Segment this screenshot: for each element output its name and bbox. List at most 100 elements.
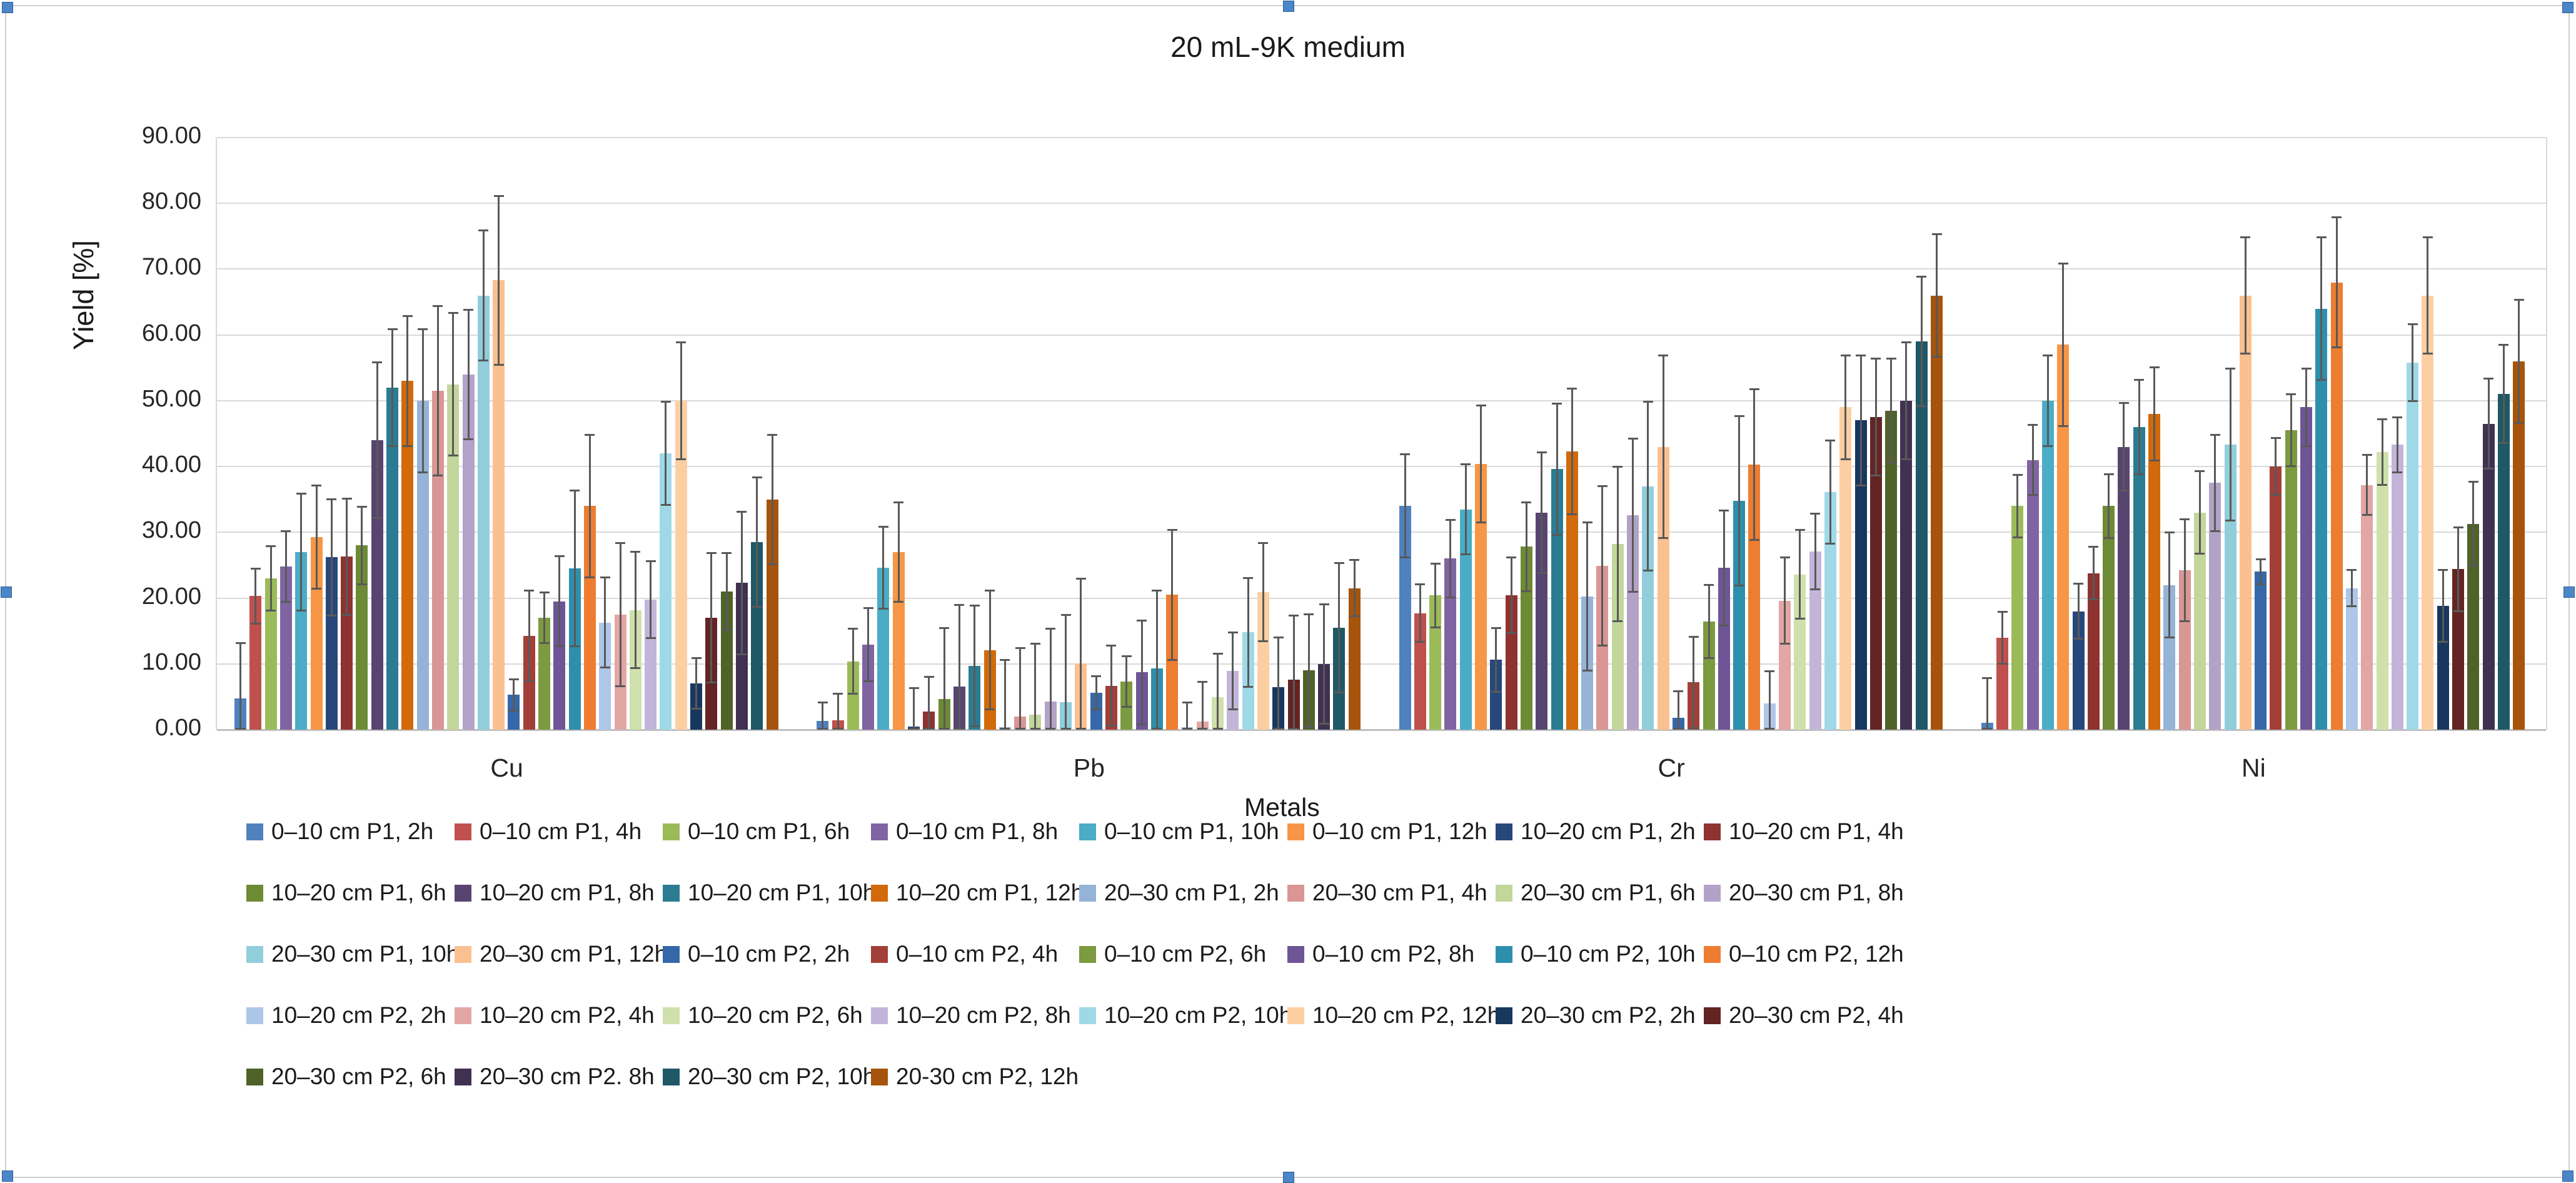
- bar-Cu-s12: [401, 381, 414, 730]
- error-bar: [2118, 401, 2129, 404]
- bar-Ni-s24: [2330, 282, 2343, 730]
- error-bar: [908, 728, 919, 730]
- selection-handle-top-right[interactable]: [2562, 2, 2573, 13]
- selection-handle-middle-right[interactable]: [2563, 586, 2575, 598]
- error-bar: [1886, 358, 1896, 360]
- error-bar: [1552, 403, 1562, 405]
- error-bar: [387, 328, 398, 331]
- legend-label: 20–30 cm P1, 8h: [1729, 880, 1904, 905]
- selection-handle-bottom-right[interactable]: [2562, 1170, 2573, 1182]
- legend-swatch-icon: [663, 884, 680, 902]
- error-bar: [2332, 346, 2342, 348]
- legend-swatch-icon: [1079, 823, 1096, 840]
- error-bar: [958, 604, 960, 730]
- error-bar: [1840, 458, 1851, 460]
- error-bar: [1030, 728, 1040, 730]
- error-bar: [756, 476, 758, 608]
- error-bar: [1091, 675, 1102, 677]
- y-tick-label: 60.00: [141, 320, 201, 346]
- error-bar: [1155, 589, 1158, 730]
- error-bar: [528, 589, 530, 682]
- y-axis-title: Yield [%]: [68, 240, 99, 350]
- error-bar: [266, 609, 276, 612]
- error-bar: [573, 489, 576, 648]
- error-bar: [2427, 236, 2429, 355]
- selection-handle-top-center[interactable]: [1283, 1, 1294, 12]
- legend-item: 0–10 cm P2, 4h: [871, 935, 1058, 973]
- error-bar: [1901, 341, 1911, 344]
- error-bar: [235, 728, 246, 730]
- bar-Cr-s12: [1566, 451, 1578, 730]
- bar-Ni-s29: [2407, 362, 2419, 730]
- bar-Ni-s25: [2345, 588, 2358, 730]
- error-bar: [1110, 645, 1112, 727]
- legend-item: 10–20 cm P1, 6h: [246, 874, 446, 912]
- legend-item: 10–20 cm P2, 10h: [1079, 997, 1292, 1034]
- selection-handle-bottom-center[interactable]: [1283, 1172, 1294, 1183]
- error-bar: [2362, 454, 2372, 456]
- error-bar: [585, 576, 595, 578]
- error-bar: [2502, 344, 2505, 445]
- legend-label: 0–10 cm P1, 8h: [896, 818, 1059, 844]
- error-bar: [448, 455, 458, 457]
- error-bar: [863, 680, 873, 683]
- error-bar: [645, 637, 656, 639]
- bar-Ni-s5: [2041, 400, 2054, 730]
- error-bar: [433, 305, 443, 308]
- error-bar: [1125, 655, 1128, 708]
- error-bar: [1419, 583, 1421, 643]
- bar-Cu-s10: [371, 440, 383, 730]
- selection-handle-top-left[interactable]: [2, 2, 13, 13]
- error-bar: [650, 560, 652, 639]
- error-bar: [2498, 344, 2509, 346]
- error-bar: [985, 708, 995, 711]
- selection-handle-middle-left[interactable]: [1, 586, 12, 598]
- legend-item: 20–30 cm P2, 2h: [1496, 997, 1696, 1034]
- error-bar: [2412, 323, 2414, 402]
- legend-label: 10–20 cm P2, 4h: [480, 1002, 655, 1028]
- bar-Cr-s8: [1505, 595, 1517, 730]
- error-bar: [1307, 613, 1310, 728]
- error-bar: [1227, 632, 1238, 634]
- error-bar: [954, 728, 965, 730]
- selection-handle-bottom-left[interactable]: [2, 1170, 13, 1182]
- bar-Cu-s21: [538, 618, 550, 730]
- legend-swatch-icon: [455, 1068, 471, 1085]
- error-bar: [863, 607, 873, 610]
- error-bar: [974, 605, 976, 727]
- error-bar: [2058, 262, 2068, 264]
- legend-label: 0–10 cm P2, 8h: [1312, 941, 1475, 967]
- error-bar: [1445, 596, 1456, 598]
- legend-swatch-icon: [246, 823, 263, 840]
- error-bar: [2198, 470, 2201, 555]
- legend-swatch-icon: [871, 1007, 888, 1024]
- error-bar: [2396, 416, 2398, 473]
- error-bar: [1349, 615, 1360, 618]
- legend-swatch-icon: [1287, 823, 1304, 840]
- error-bar: [1628, 437, 1638, 440]
- error-bar: [1258, 542, 1269, 545]
- bar-Ni-s21: [2285, 430, 2297, 730]
- bar-Cr-s23: [1733, 500, 1746, 730]
- error-bar: [2012, 473, 2023, 476]
- error-bar: [2518, 298, 2520, 424]
- error-bar: [1688, 727, 1699, 729]
- error-bar: [2240, 353, 2251, 355]
- error-bar: [752, 476, 762, 478]
- bar-Cu-s4: [279, 566, 292, 730]
- error-bar: [2225, 520, 2236, 522]
- bar-Ni-s28: [2391, 445, 2403, 730]
- error-bar: [1536, 571, 1547, 574]
- error-bar: [837, 693, 839, 730]
- error-bar: [2153, 366, 2156, 461]
- bar-Ni-s2: [1996, 637, 2009, 730]
- legend-item: 20–30 cm P2, 10h: [663, 1058, 875, 1095]
- bar-Pb-s30: [1257, 592, 1269, 730]
- bar-Ni-s6: [2057, 345, 2070, 730]
- error-bar: [2513, 421, 2524, 424]
- error-bar: [1121, 655, 1132, 658]
- legend-label: 0–10 cm P1, 12h: [1312, 818, 1487, 844]
- error-bar: [710, 551, 713, 684]
- legend-swatch-icon: [871, 1068, 888, 1085]
- bar-Ni-s17: [2224, 445, 2236, 730]
